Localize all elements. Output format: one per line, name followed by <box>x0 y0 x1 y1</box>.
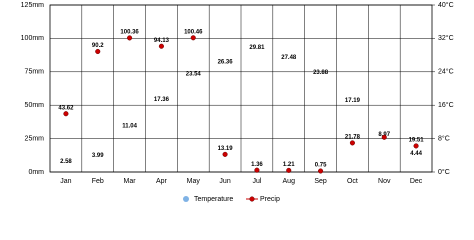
x-tick-label: Jul <box>252 178 261 185</box>
precip-point <box>222 151 228 157</box>
precip-label: 13.19 <box>218 146 234 152</box>
x-tick-label: May <box>187 178 201 185</box>
temperature-label: 4.44 <box>410 151 422 157</box>
y-tick-label: 50mm <box>25 102 45 109</box>
y-tick-label: 125mm <box>21 2 45 9</box>
precip-point <box>318 168 324 174</box>
precip-label: 100.36 <box>120 29 139 35</box>
page: {"chart_data": {"type": "climate", "cate… <box>20 0 454 203</box>
y-tick-label: 75mm <box>25 69 45 76</box>
precip-label: 19.51 <box>409 138 425 144</box>
x-tick-label: Apr <box>156 178 168 185</box>
y2-tick-label: 32°C <box>438 34 454 42</box>
temperature-label: 26.36 <box>218 60 234 66</box>
precip-label: 1.36 <box>251 162 263 168</box>
legend-swatch <box>249 196 255 202</box>
x-tick-label: Jun <box>219 178 230 185</box>
y2-tick-label: 8°C <box>438 134 450 142</box>
precip-label: 1.21 <box>283 162 295 168</box>
legend-label: Temperature <box>194 196 233 203</box>
y-tick-label: 25mm <box>25 135 45 142</box>
temperature-label: 2.58 <box>60 159 72 165</box>
precip-label: 100.46 <box>184 29 203 35</box>
x-tick-label: Mar <box>124 178 137 185</box>
precip-point <box>349 140 355 146</box>
legend-label: Precip <box>260 196 280 203</box>
precip-point <box>158 43 164 49</box>
precip-label: 43.62 <box>58 105 74 111</box>
precip-point <box>63 111 69 117</box>
temperature-label: 23.54 <box>186 71 202 77</box>
temperature-label: 17.36 <box>154 97 170 103</box>
x-tick-label: Jan <box>60 178 71 185</box>
x-tick-label: Oct <box>347 178 358 185</box>
precip-point <box>95 48 101 55</box>
legend-swatch <box>183 196 189 202</box>
y-tick-label: 100mm <box>21 35 45 42</box>
precip-point <box>127 35 133 41</box>
y2-tick-label: 0°C <box>438 168 450 176</box>
precip-label: 94.13 <box>154 38 170 44</box>
x-tick-label: Nov <box>378 178 391 185</box>
y2-tick-label: 24°C <box>438 68 454 76</box>
precip-point <box>413 143 419 149</box>
y-tick-label: 0mm <box>28 169 44 176</box>
temperature-label: 3.99 <box>92 153 104 159</box>
precip-label: 21.78 <box>345 134 361 140</box>
x-tick-label: Aug <box>283 178 296 185</box>
precip-point <box>254 167 260 173</box>
temperature-label: 17.19 <box>345 98 361 104</box>
y2-tick-label: 16°C <box>438 101 454 109</box>
precip-point <box>190 35 196 41</box>
x-tick-label: Sep <box>314 178 327 185</box>
chart: 0mm 25mm 50mm 75mm 100mm 125mm 0°C 8°C 16°C 24°C 3… <box>21 1 454 203</box>
precip-point <box>286 167 292 173</box>
temperature-label: 11.04 <box>122 123 137 129</box>
precip-label: 0.75 <box>315 163 327 169</box>
precip-label: 90.2 <box>92 43 104 49</box>
x-tick-label: Feb <box>92 178 104 185</box>
x-tick-label: Dec <box>410 178 423 185</box>
temperature-label: 29.81 <box>249 45 265 51</box>
temperature-label: 27.48 <box>281 55 297 61</box>
y2-tick-label: 40°C <box>438 1 454 9</box>
temperature-label: 23.88 <box>313 70 329 76</box>
precip-point <box>381 134 387 140</box>
